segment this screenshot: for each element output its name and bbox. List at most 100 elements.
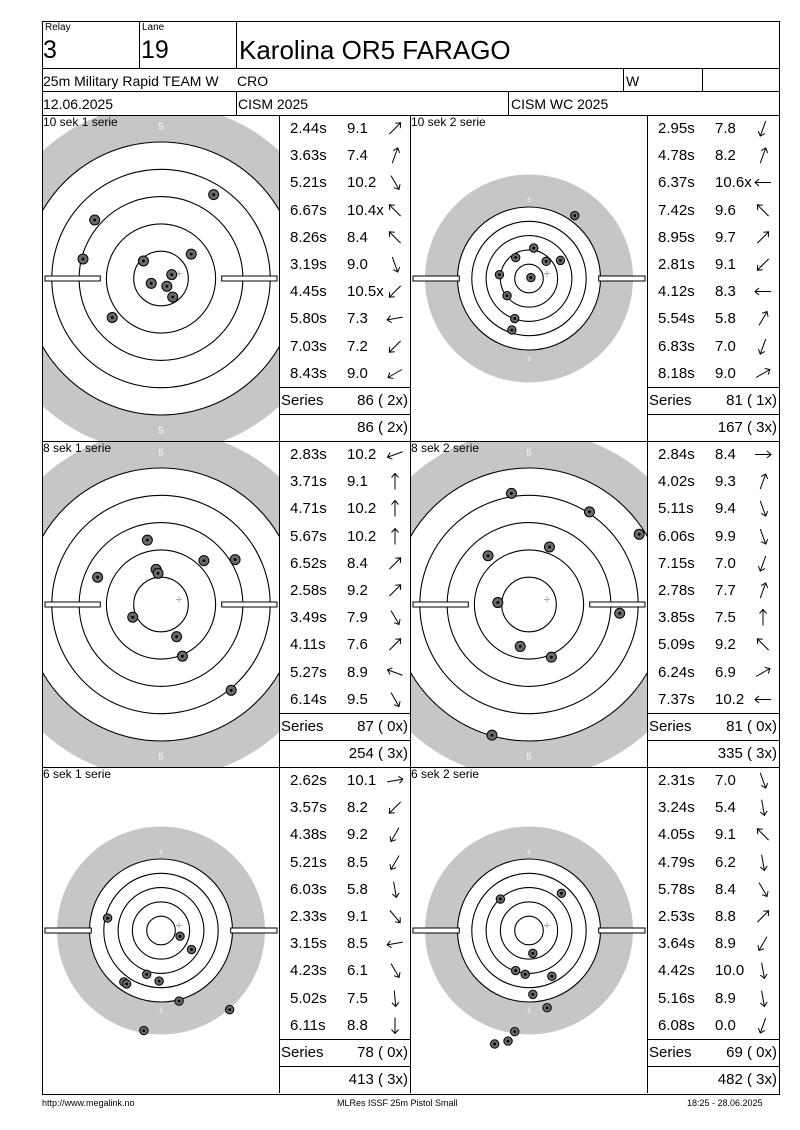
svg-text:7: 7 — [527, 329, 531, 335]
shot-row: 5.21s 10.2 — [279, 169, 410, 196]
shot-score: 9.1 — [715, 256, 736, 273]
shot-time: 8.43s — [290, 364, 327, 382]
svg-text:5: 5 — [527, 850, 531, 856]
svg-text:9: 9 — [527, 255, 531, 261]
shot-time: 5.78s — [658, 880, 695, 898]
shot-direction-arrow-icon — [751, 1012, 775, 1039]
shot-score: 6.1 — [347, 962, 368, 980]
shot-hit — [121, 979, 132, 989]
svg-text:6: 6 — [158, 475, 163, 485]
shot-hit — [166, 269, 178, 281]
shot-time: 6.06s — [658, 527, 695, 545]
shot-direction-arrow-icon — [383, 849, 407, 876]
series-total: 78 ( 0x) — [357, 1044, 408, 1061]
series-label: 8 sek 1 serie — [43, 441, 112, 455]
svg-text:6: 6 — [158, 724, 163, 734]
shot-score: 9.1 — [347, 908, 368, 925]
shot-time: 3.19s — [290, 256, 327, 273]
shot-score: 8.4 — [347, 228, 368, 246]
class-code: W — [626, 73, 640, 89]
shot-row: 2.31s 7.0 — [647, 767, 779, 794]
footer-url[interactable]: http://www.megalink.no — [42, 1098, 135, 1108]
shot-direction-arrow-icon — [383, 224, 407, 251]
series-total-label: Series — [281, 718, 324, 735]
shot-score: 8.9 — [715, 935, 736, 953]
shot-hit — [102, 913, 113, 923]
shot-hit — [176, 650, 188, 662]
shot-hit — [510, 313, 520, 324]
svg-text:8: 8 — [527, 893, 531, 899]
shot-hit — [482, 550, 494, 562]
shot-score: 8.4 — [715, 446, 736, 463]
svg-text:7: 7 — [158, 371, 163, 381]
series-label: 10 sek 2 serie — [411, 115, 486, 129]
svg-text:8: 8 — [526, 529, 531, 539]
shot-score: 7.9 — [347, 609, 368, 627]
shot-row: 3.63s 7.4 — [279, 142, 410, 169]
shot-row: 2.44s 9.1 — [279, 115, 410, 142]
shot-score: 9.2 — [715, 636, 736, 654]
shot-row: 4.23s 6.1 — [279, 957, 410, 984]
shot-direction-arrow-icon — [751, 876, 775, 903]
shot-hit — [489, 1039, 500, 1049]
shot-row: 5.11s 9.4 — [647, 495, 779, 522]
svg-text:8: 8 — [527, 241, 531, 247]
shot-direction-arrow-icon — [751, 224, 775, 251]
shot-direction-arrow-icon — [751, 523, 775, 550]
shot-hit — [633, 528, 645, 540]
shot-row: 3.71s 9.1 — [279, 468, 410, 495]
shot-time: 2.44s — [290, 120, 327, 137]
shot-hit — [142, 969, 152, 980]
shot-row: 3.64s 8.9 — [647, 930, 779, 957]
shot-time: 8.18s — [658, 364, 695, 382]
svg-text:5: 5 — [526, 447, 531, 457]
shot-hit — [556, 888, 567, 899]
shot-row: 5.21s 8.5 — [279, 849, 410, 876]
shot-row: 4.38s 9.2 — [279, 821, 410, 848]
shot-row: 2.33s 9.1 — [279, 903, 410, 930]
shot-score: 10.1 — [347, 772, 377, 789]
shot-time: 6.67s — [290, 201, 327, 219]
shot-hit — [486, 729, 498, 741]
shot-score: 6.9 — [715, 663, 736, 681]
svg-text:8: 8 — [159, 893, 163, 899]
shot-row: 4.79s 6.2 — [647, 849, 779, 876]
shot-score: 8.4 — [347, 554, 368, 572]
shot-hit — [89, 214, 101, 226]
shot-hit — [492, 597, 504, 609]
svg-text:8: 8 — [159, 966, 163, 972]
shot-score: 9.4 — [715, 500, 736, 518]
shot-hit — [545, 651, 557, 663]
target-3: 5 5 6 6 7 7 8 8 9 9 — [43, 442, 279, 767]
series-total-label: Series — [649, 1044, 692, 1061]
shot-score: 6.2 — [715, 853, 736, 871]
shot-direction-arrow-icon — [383, 876, 407, 903]
shot-hit — [528, 948, 538, 959]
svg-text:7: 7 — [527, 878, 531, 884]
series-total-label: Series — [281, 392, 324, 409]
shot-direction-arrow-icon — [383, 604, 407, 631]
shot-direction-arrow-icon — [751, 305, 775, 332]
shot-score: 10.4x — [347, 201, 384, 219]
series-total-label: Series — [649, 718, 692, 735]
shot-score: 8.3 — [715, 283, 736, 301]
shot-direction-arrow-icon — [751, 360, 775, 387]
svg-text:5: 5 — [526, 752, 531, 762]
shot-time: 2.81s — [658, 256, 695, 273]
shot-score: 10.5x — [347, 283, 384, 301]
svg-text:7: 7 — [159, 878, 163, 884]
shot-score: 8.8 — [715, 908, 736, 925]
svg-text:9: 9 — [526, 557, 531, 567]
shot-score: 10.2 — [347, 174, 377, 192]
shot-row: 7.42s 9.6 — [647, 197, 779, 224]
shot-hit — [505, 487, 517, 499]
shot-time: 6.24s — [658, 663, 695, 681]
svg-text:5: 5 — [527, 1009, 531, 1015]
shot-hit — [541, 256, 551, 267]
shot-row: 6.03s 5.8 — [279, 876, 410, 903]
shot-hit — [547, 971, 557, 981]
shot-time: 4.11s — [290, 636, 326, 654]
shot-score: 9.9 — [715, 527, 736, 545]
shot-score: 7.2 — [347, 337, 368, 355]
shot-hit — [137, 255, 149, 267]
